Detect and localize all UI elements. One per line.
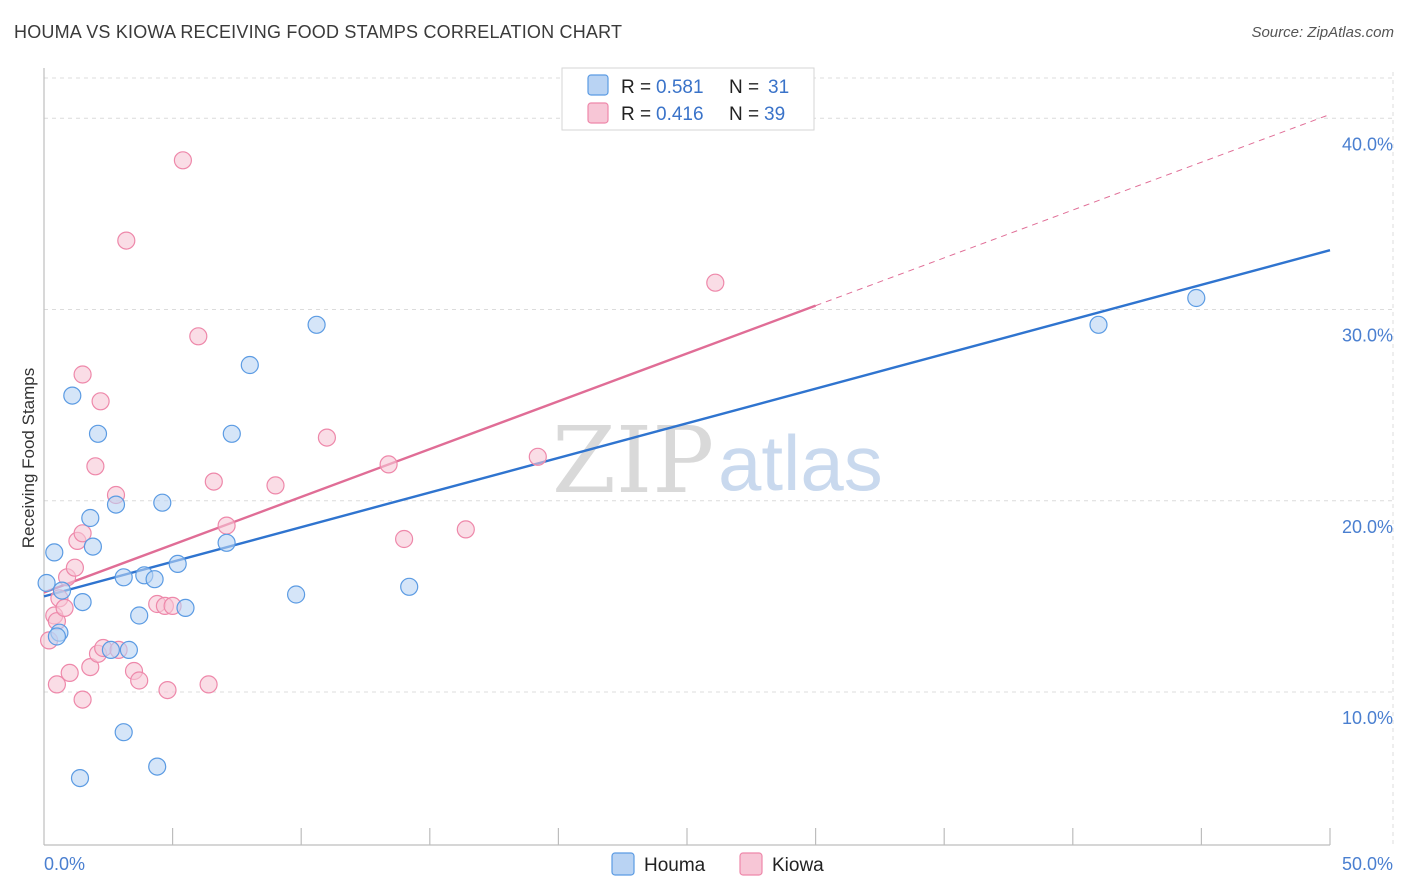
legend-houma-n-value: 31 bbox=[768, 77, 789, 98]
point-houma-1 bbox=[45, 543, 64, 562]
y-tick-label-10: 10.0% bbox=[1342, 708, 1393, 728]
y-axis-title: Receiving Food Stamps bbox=[19, 368, 38, 548]
point-houma-8 bbox=[83, 537, 103, 556]
trend-line-houma bbox=[43, 249, 1331, 598]
bottom-legend-kiowa: Kiowa bbox=[772, 855, 824, 876]
watermark: ZIP atlas bbox=[552, 407, 883, 514]
watermark-atlas: atlas bbox=[718, 419, 883, 507]
point-houma-24 bbox=[307, 315, 326, 334]
point-kiowa-9 bbox=[73, 524, 92, 543]
trend-lines bbox=[43, 113, 1331, 598]
bottom-legend-swatch-houma bbox=[611, 852, 635, 876]
point-kiowa-25 bbox=[266, 476, 285, 495]
point-kiowa-17 bbox=[130, 671, 149, 690]
legend-kiowa-r-value: 0.416 bbox=[656, 104, 704, 125]
point-houma-17 bbox=[153, 493, 172, 512]
point-houma-7 bbox=[81, 508, 100, 528]
point-houma-30 bbox=[1187, 288, 1206, 308]
y-tick-label-20: 20.0% bbox=[1342, 517, 1393, 537]
correlation-legend: R = 0.581 N = 31 R = 0.416 N = 39 bbox=[561, 67, 815, 131]
trend-line-kiowa bbox=[43, 304, 817, 594]
source-label: Source: ZipAtlas.com bbox=[1251, 24, 1394, 41]
series-legend: Houma Kiowa bbox=[611, 852, 824, 876]
point-kiowa-33 bbox=[395, 529, 414, 549]
point-houma-12 bbox=[101, 640, 121, 660]
point-houma-29 bbox=[1089, 315, 1108, 334]
trend-line-kiowa-extension bbox=[815, 113, 1331, 307]
bottom-legend-houma: Houma bbox=[644, 855, 706, 876]
axes bbox=[43, 68, 1331, 846]
point-kiowa-26 bbox=[73, 365, 92, 384]
legend-kiowa-n-label: N = bbox=[729, 104, 759, 125]
chart-title: HOUMA VS KIOWA RECEIVING FOOD STAMPS COR… bbox=[14, 22, 623, 42]
point-houma-10 bbox=[106, 495, 126, 514]
legend-houma-n-label: N = bbox=[729, 77, 759, 98]
point-houma-27 bbox=[148, 757, 167, 776]
point-houma-11 bbox=[114, 568, 133, 587]
point-kiowa-37 bbox=[117, 231, 136, 250]
x-tick-label-max: 50.0% bbox=[1342, 854, 1393, 874]
legend-kiowa-r-label: R = bbox=[621, 104, 651, 125]
legend-swatch-houma bbox=[587, 74, 609, 96]
data-points bbox=[37, 151, 1206, 788]
point-houma-13 bbox=[119, 640, 138, 660]
point-houma-14 bbox=[130, 606, 149, 625]
point-kiowa-36 bbox=[706, 273, 725, 292]
point-houma-28 bbox=[70, 768, 90, 788]
y-tick-labels: 10.0% 20.0% 30.0% 40.0% bbox=[1342, 134, 1393, 728]
point-kiowa-35 bbox=[528, 447, 547, 466]
point-houma-5 bbox=[63, 386, 82, 405]
watermark-zip: ZIP bbox=[552, 407, 714, 514]
point-houma-0 bbox=[37, 573, 56, 593]
point-houma-25 bbox=[400, 577, 419, 596]
point-houma-22 bbox=[240, 355, 259, 375]
point-houma-2 bbox=[52, 581, 72, 600]
point-kiowa-23 bbox=[204, 472, 223, 491]
point-kiowa-32 bbox=[379, 455, 398, 474]
point-houma-9 bbox=[88, 424, 108, 443]
point-houma-19 bbox=[176, 598, 195, 618]
point-kiowa-6 bbox=[60, 663, 79, 683]
legend-houma-r-value: 0.581 bbox=[656, 77, 704, 98]
point-kiowa-22 bbox=[199, 675, 218, 694]
point-kiowa-30 bbox=[189, 327, 208, 346]
point-kiowa-21 bbox=[158, 680, 177, 700]
point-kiowa-24 bbox=[217, 516, 236, 535]
point-kiowa-11 bbox=[73, 690, 92, 709]
point-kiowa-27 bbox=[86, 457, 105, 476]
point-houma-20 bbox=[217, 533, 236, 552]
legend-houma-r-label: R = bbox=[621, 77, 651, 98]
point-houma-26 bbox=[114, 723, 133, 742]
point-kiowa-28 bbox=[91, 392, 110, 411]
point-kiowa-7 bbox=[65, 558, 85, 577]
point-kiowa-4 bbox=[55, 598, 74, 618]
point-kiowa-34 bbox=[456, 520, 475, 539]
point-houma-4 bbox=[47, 627, 67, 646]
point-houma-18 bbox=[168, 554, 187, 574]
point-houma-16 bbox=[145, 570, 164, 589]
x-tick-label-min: 0.0% bbox=[44, 854, 85, 874]
y-tick-label-40: 40.0% bbox=[1342, 134, 1393, 154]
point-houma-23 bbox=[287, 585, 306, 604]
y-tick-label-30: 30.0% bbox=[1342, 326, 1393, 346]
point-houma-21 bbox=[222, 424, 241, 443]
point-houma-6 bbox=[73, 592, 92, 612]
point-kiowa-31 bbox=[317, 428, 336, 447]
bottom-legend-swatch-kiowa bbox=[739, 852, 763, 876]
legend-swatch-kiowa bbox=[587, 102, 609, 124]
point-kiowa-38 bbox=[173, 151, 192, 170]
legend-kiowa-n-value: 39 bbox=[764, 104, 785, 125]
point-kiowa-10 bbox=[47, 675, 67, 694]
